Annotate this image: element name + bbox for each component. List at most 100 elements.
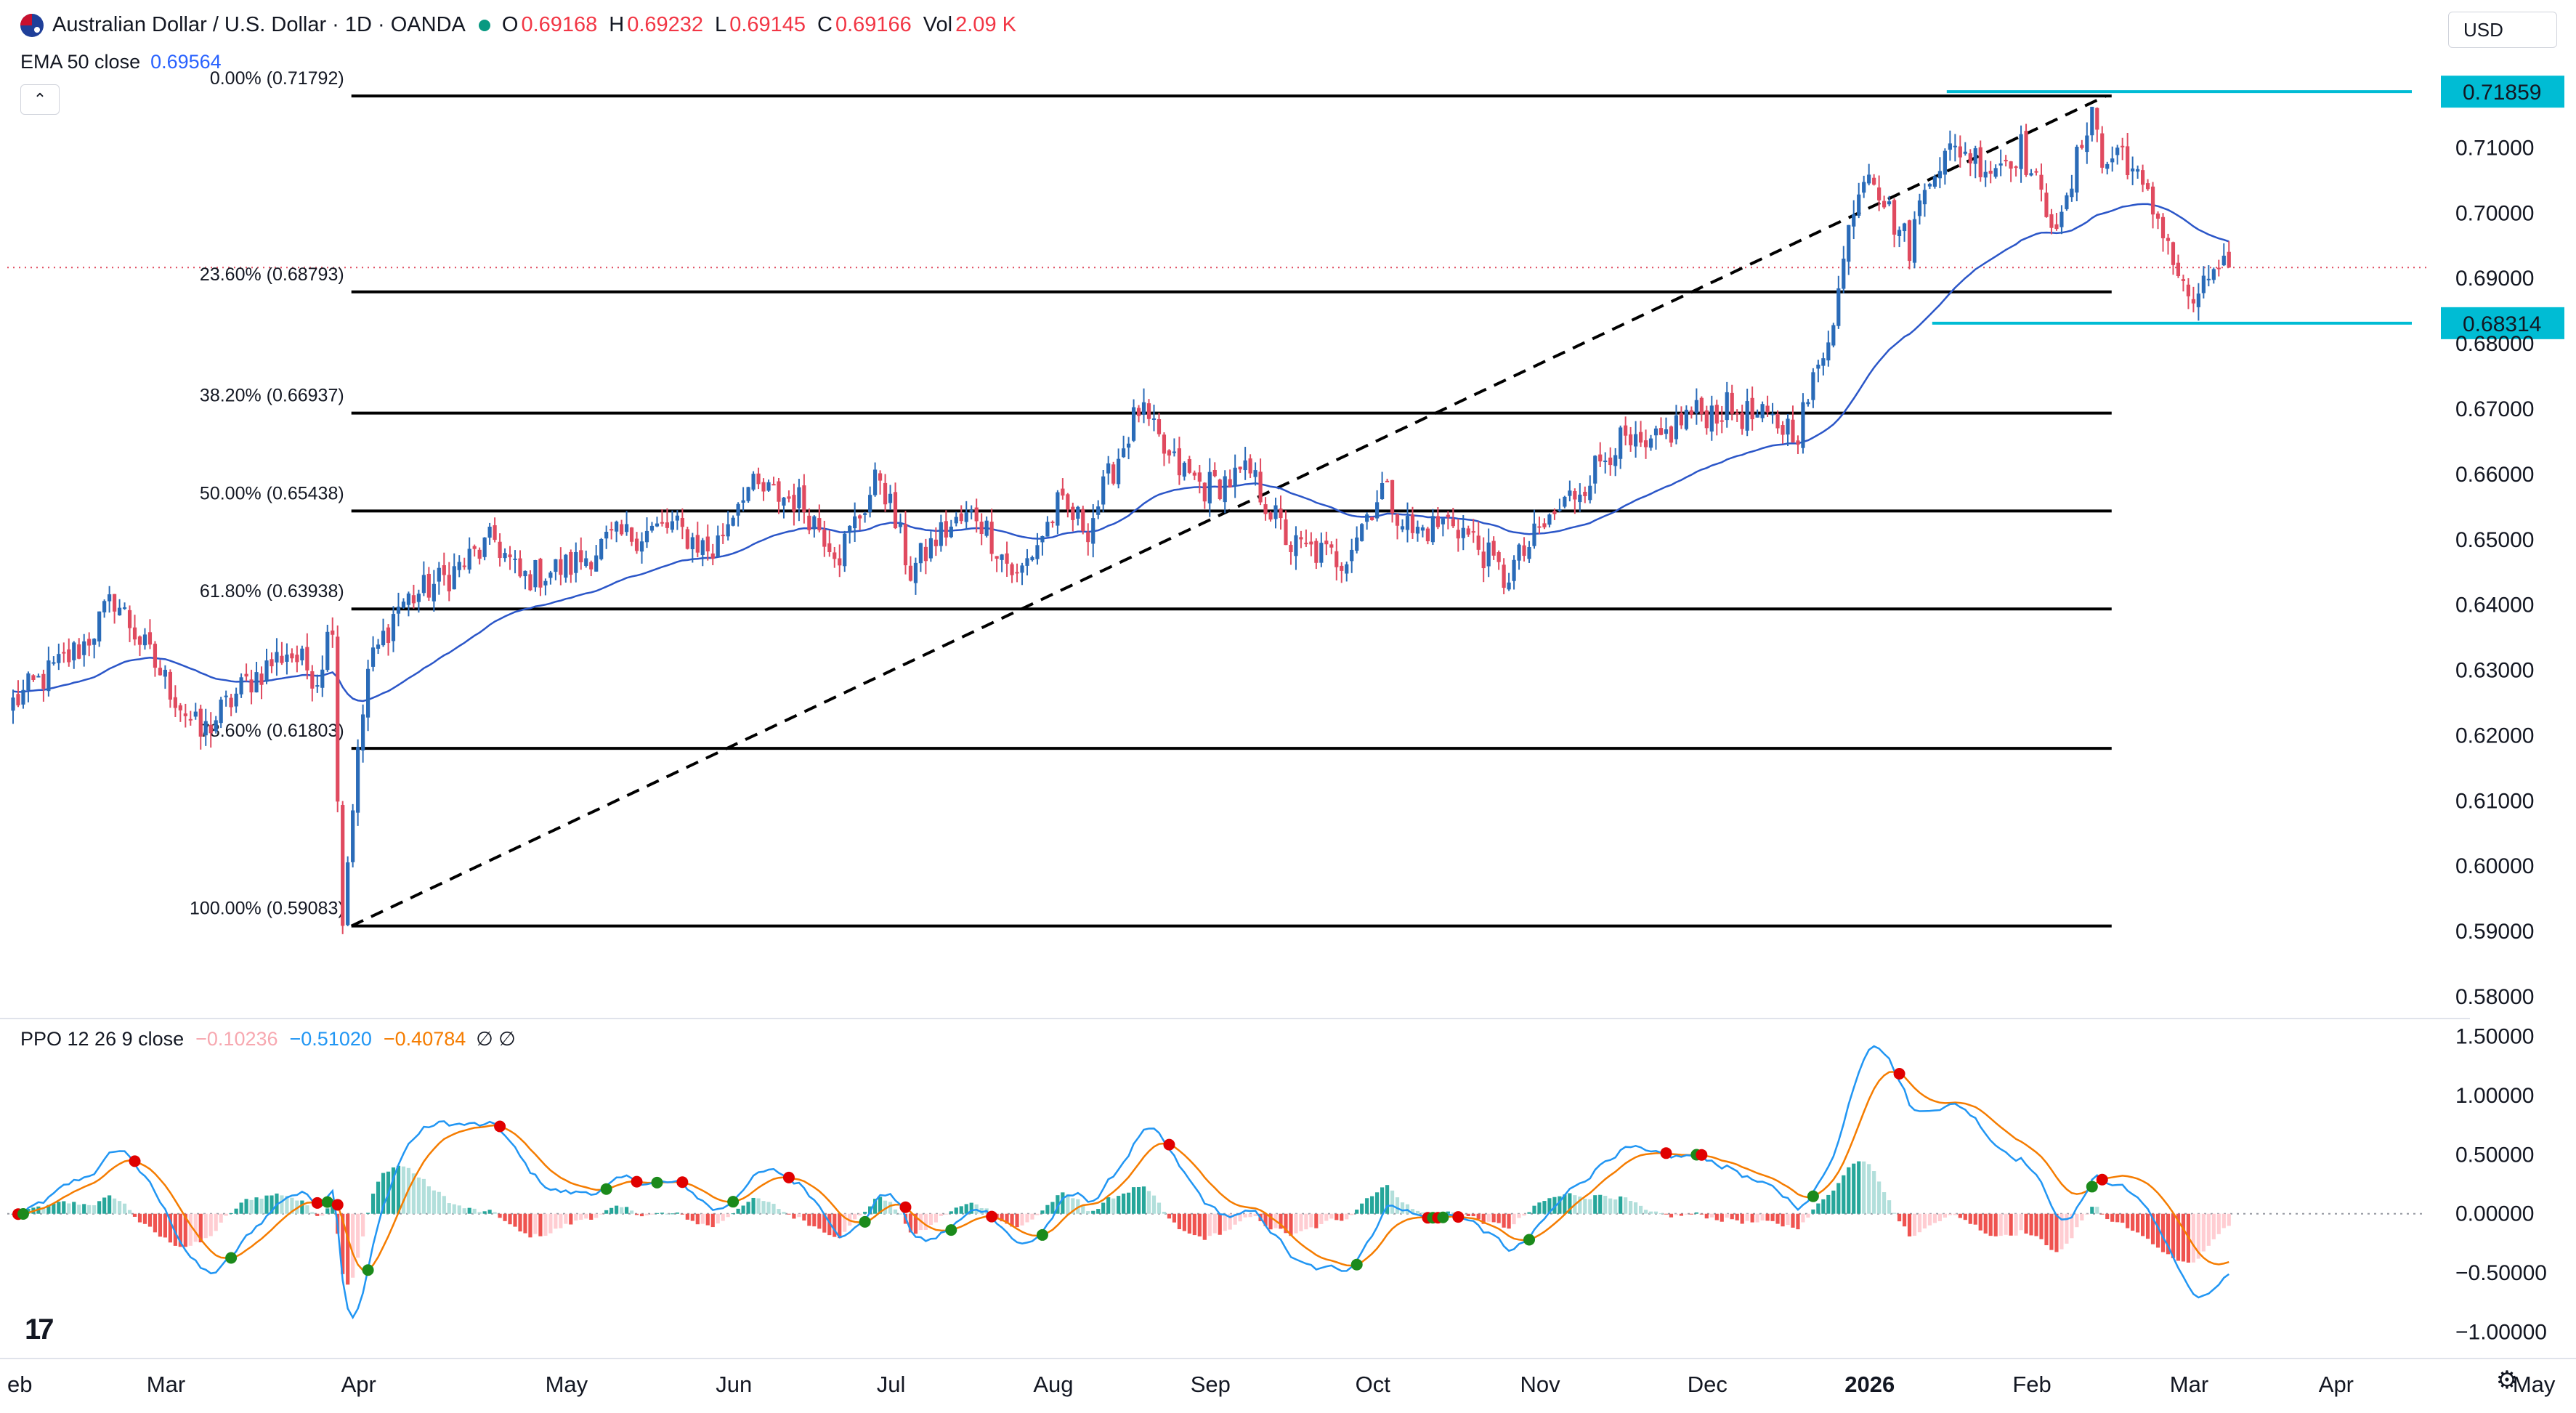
ppo-histogram-bar bbox=[1963, 1213, 1967, 1220]
gear-icon[interactable]: ⚙ bbox=[2495, 1367, 2519, 1394]
ppo-histogram-bar bbox=[675, 1212, 679, 1214]
candle-body bbox=[1420, 527, 1425, 531]
ppo-bull-cross-dot bbox=[17, 1208, 29, 1220]
ppo-histogram-bar bbox=[447, 1203, 451, 1214]
ppo-histogram-bar bbox=[178, 1213, 182, 1247]
candle-body bbox=[1993, 168, 1998, 177]
ppo-histogram-bar bbox=[127, 1210, 132, 1214]
candle-body bbox=[2004, 160, 2008, 162]
candle-body bbox=[1917, 200, 1922, 216]
ppo-histogram-bar bbox=[644, 1213, 649, 1215]
ppo-histogram-bar bbox=[229, 1212, 233, 1214]
ppo-histogram-bar bbox=[731, 1213, 735, 1215]
candle-body bbox=[1643, 440, 1648, 448]
low-label: L bbox=[715, 13, 727, 36]
ppo-histogram-bar bbox=[1015, 1213, 1019, 1228]
candle-body bbox=[853, 516, 857, 529]
ppo-histogram-bar bbox=[863, 1212, 867, 1214]
ppo-histogram-bar bbox=[158, 1213, 163, 1237]
ema-legend[interactable]: EMA 50 close 0.69564 bbox=[20, 51, 222, 73]
candle-body bbox=[705, 536, 710, 551]
candle-body bbox=[1877, 187, 1882, 201]
ppo-histogram-bar bbox=[2196, 1213, 2200, 1259]
ppo-histogram-bar bbox=[1141, 1186, 1146, 1214]
candle-body bbox=[833, 552, 837, 559]
ppo-histogram-bar bbox=[1638, 1205, 1643, 1214]
ppo-histogram-bar bbox=[1071, 1198, 1075, 1214]
tradingview-logo[interactable]: 17 bbox=[25, 1313, 54, 1345]
ppo-histogram-bar bbox=[838, 1213, 842, 1239]
ppo-histogram-bar bbox=[1796, 1213, 1800, 1230]
candle-body bbox=[913, 562, 918, 583]
ppo-histogram-bar bbox=[2206, 1213, 2211, 1246]
ppo-histogram-bar bbox=[685, 1213, 689, 1220]
ppo-histogram-bar bbox=[208, 1213, 213, 1236]
ppo-histogram-bar bbox=[1182, 1213, 1186, 1231]
ppo-histogram-bar bbox=[629, 1210, 634, 1214]
candle-body bbox=[1177, 448, 1181, 476]
candle-body bbox=[1096, 506, 1101, 515]
ppo-histogram-bar bbox=[396, 1165, 401, 1214]
candle-body bbox=[843, 533, 847, 567]
candle-body bbox=[1268, 512, 1273, 520]
ppo-histogram-bar bbox=[1360, 1203, 1364, 1214]
candle-body bbox=[1811, 372, 1815, 400]
ppo-histogram-bar bbox=[634, 1213, 639, 1215]
candle-body bbox=[1279, 509, 1283, 519]
candle-body bbox=[1714, 405, 1719, 424]
ppo-histogram-bar bbox=[498, 1213, 502, 1218]
candle-body bbox=[1694, 400, 1698, 413]
time-axis-tick: Jun bbox=[716, 1372, 752, 1397]
price-axis-tick: 0.70000 bbox=[2455, 201, 2534, 225]
candle-body bbox=[2095, 108, 2099, 130]
ppo-histogram-bar bbox=[1943, 1213, 1947, 1218]
candle-body bbox=[559, 559, 563, 575]
ppo-histogram-bar bbox=[239, 1202, 243, 1214]
fib-level-label: 50.00% (0.65438) bbox=[200, 483, 344, 503]
ppo-histogram-bar bbox=[908, 1213, 913, 1233]
candle-body bbox=[77, 644, 81, 659]
candle-body bbox=[660, 522, 665, 524]
candle-body bbox=[1730, 392, 1734, 414]
candle-body bbox=[1862, 182, 1866, 193]
candle-body bbox=[1937, 171, 1942, 179]
candle-body bbox=[878, 473, 883, 481]
ppo-legend[interactable]: PPO 12 26 9 close −0.10236 −0.51020 −0.4… bbox=[20, 1028, 516, 1050]
ppo-bear-cross-dot bbox=[899, 1201, 912, 1213]
candle-body bbox=[1907, 220, 1912, 262]
ppo-axis-tick: 1.00000 bbox=[2455, 1084, 2534, 1108]
ppo-histogram-bar bbox=[1588, 1199, 1592, 1214]
candle-body bbox=[421, 575, 426, 594]
ppo-histogram-bar bbox=[615, 1205, 619, 1214]
candle-body bbox=[1573, 491, 1577, 500]
currency-selector[interactable]: USD bbox=[2448, 12, 2557, 48]
ppo-histogram-bar bbox=[1598, 1194, 1603, 1214]
candle-body bbox=[528, 574, 532, 591]
candle-body bbox=[949, 526, 953, 538]
price-marker-value: 0.71859 bbox=[2463, 81, 2541, 105]
ppo-histogram-bar bbox=[954, 1207, 958, 1214]
candle-body bbox=[1963, 151, 1967, 154]
candle-body bbox=[1197, 472, 1202, 482]
ppo-histogram-bar bbox=[599, 1213, 604, 1215]
collapse-legend-button[interactable]: ⌃ bbox=[20, 84, 60, 115]
ppo-histogram-bar bbox=[1781, 1213, 1785, 1227]
candle-body bbox=[731, 517, 735, 526]
ppo-histogram-bar bbox=[2227, 1213, 2231, 1226]
aud-flag-icon bbox=[20, 13, 44, 37]
symbol-title[interactable]: Australian Dollar / U.S. Dollar · 1D · O… bbox=[52, 13, 466, 36]
candle-body bbox=[1593, 456, 1597, 484]
ppo-line bbox=[12, 1045, 2229, 1320]
ppo-histogram-bar bbox=[102, 1197, 107, 1214]
candle-body bbox=[1522, 545, 1526, 556]
ppo-histogram-bar bbox=[766, 1202, 771, 1214]
candle-body bbox=[649, 525, 655, 531]
candle-body bbox=[1425, 528, 1430, 542]
ppo-histogram-bar bbox=[660, 1212, 665, 1214]
candle-body bbox=[893, 492, 898, 529]
ppo-histogram-bar bbox=[1507, 1213, 1511, 1229]
ppo-histogram-bar bbox=[1146, 1191, 1151, 1214]
ppo-histogram-bar bbox=[1811, 1209, 1815, 1214]
